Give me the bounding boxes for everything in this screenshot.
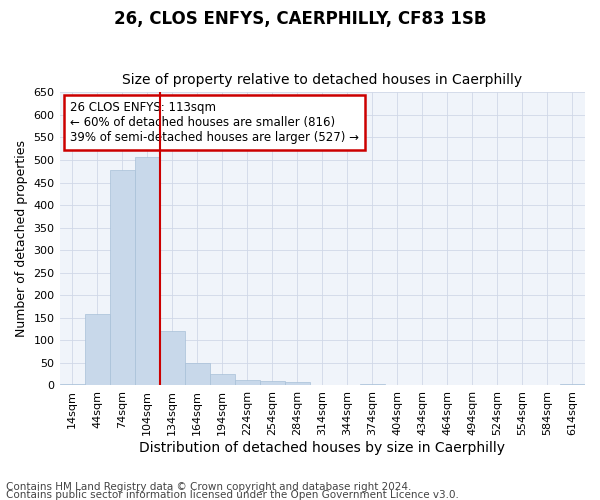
Bar (560, 384, 585, 386)
Text: Contains public sector information licensed under the Open Government Licence v3: Contains public sector information licen… (6, 490, 459, 500)
Bar (360, 384, 385, 386)
Text: 26, CLOS ENFYS, CAERPHILLY, CF83 1SB: 26, CLOS ENFYS, CAERPHILLY, CF83 1SB (114, 10, 486, 28)
Bar (134, 157, 160, 386)
Text: 26 CLOS ENFYS: 113sqm
← 60% of detached houses are smaller (816)
39% of semi-det: 26 CLOS ENFYS: 113sqm ← 60% of detached … (70, 101, 359, 144)
Bar (110, 170, 134, 386)
Title: Size of property relative to detached houses in Caerphilly: Size of property relative to detached ho… (122, 73, 523, 87)
Bar (185, 363, 209, 386)
Bar (285, 382, 310, 386)
Bar (209, 374, 235, 386)
X-axis label: Distribution of detached houses by size in Caerphilly: Distribution of detached houses by size … (139, 441, 505, 455)
Text: Contains HM Land Registry data © Crown copyright and database right 2024.: Contains HM Land Registry data © Crown c… (6, 482, 412, 492)
Bar (59, 384, 85, 386)
Bar (260, 381, 285, 386)
Bar (235, 380, 260, 386)
Y-axis label: Number of detached properties: Number of detached properties (15, 140, 28, 338)
Bar (160, 332, 185, 386)
Bar (85, 314, 110, 386)
